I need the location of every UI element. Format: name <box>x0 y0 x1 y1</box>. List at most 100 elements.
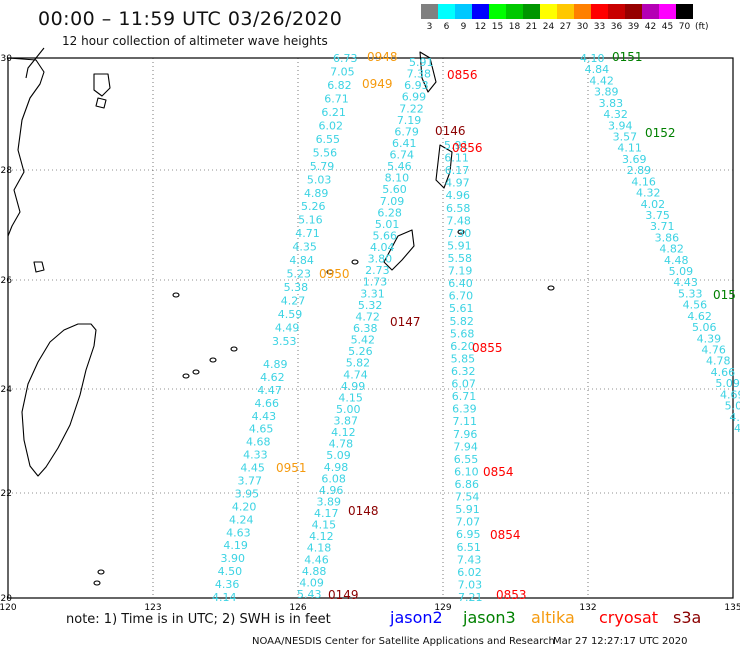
wave-height-value-jason3: 5.01 <box>725 400 740 413</box>
wave-height-value-altika: 6.71 <box>324 92 349 105</box>
wave-height-value-altika: 6.55 <box>316 133 341 146</box>
wave-height-value-altika: 4.19 <box>223 539 248 552</box>
wave-height-value-jason3: 4.16 <box>631 175 656 188</box>
wave-height-value-cryosat: 4.12 <box>331 426 356 439</box>
wave-height-value-cryosat: 4.97 <box>445 177 470 190</box>
wave-height-value-cryosat: 4.88 <box>302 565 327 578</box>
wave-height-value-cryosat: 5.32 <box>358 299 383 312</box>
wave-height-value-jason3: 4.48 <box>664 254 689 267</box>
wave-height-value-altika: 4.33 <box>243 449 268 462</box>
scale-tick-label: 45 <box>661 22 674 32</box>
wave-height-value-cryosat: 4.98 <box>324 461 349 474</box>
wave-height-value-altika: 4.24 <box>229 513 254 526</box>
wave-height-value-cryosat: 7.96 <box>453 428 478 441</box>
wave-height-value-jason3: 4.32 <box>636 187 661 200</box>
pass-time-label: 0854 <box>490 528 521 542</box>
kyushu-coast <box>419 51 437 93</box>
wave-height-value-altika: 3.95 <box>235 487 260 500</box>
longitude-tick-label: 120 <box>0 603 17 613</box>
scale-tick-label: 9 <box>460 22 467 32</box>
scale-tick-label: 27 <box>559 22 572 32</box>
wave-height-value-jason3: 4.42 <box>589 74 614 87</box>
pass-time-label: 0151 <box>612 50 643 64</box>
wave-height-value-cryosat: 5.82 <box>346 357 371 370</box>
wave-height-value-cryosat: 6.40 <box>448 277 473 290</box>
wave-height-value-altika: 4.27 <box>281 295 306 308</box>
wave-height-value-altika: 5.03 <box>307 173 332 186</box>
wave-height-value-altika: 4.20 <box>232 500 256 513</box>
wave-height-value-jason3: 3.83 <box>599 97 624 110</box>
wave-height-value-cryosat: 6.07 <box>451 378 476 391</box>
wave-height-value-cryosat: 4.74 <box>343 368 368 381</box>
wave-height-value-altika: 5.79 <box>310 160 335 173</box>
wave-height-value-cryosat: 5.66 <box>372 229 397 242</box>
amami-island <box>435 144 453 189</box>
wave-height-value-cryosat: 7.09 <box>380 195 405 208</box>
wave-height-value-cryosat: 6.28 <box>377 206 402 219</box>
wave-height-value-jason3: 3.57 <box>613 130 638 143</box>
scale-tick-label: 12 <box>474 22 487 32</box>
scale-swatch <box>642 4 659 19</box>
scale-swatch <box>557 4 574 19</box>
wave-height-value-jason3: 4.76 <box>701 344 726 357</box>
wave-height-value-jason3: 4.69 <box>720 388 740 401</box>
wave-height-value-cryosat: 5.26 <box>348 345 373 358</box>
wave-height-value-jason3: 4.78 <box>706 355 731 368</box>
map-frame <box>7 57 734 599</box>
longitude-tick-label: 129 <box>434 603 451 613</box>
latitude-tick-label: 20 <box>1 594 13 604</box>
wave-height-value-cryosat: 4.09 <box>299 576 324 589</box>
wave-height-value-jason3: 3.69 <box>622 153 647 166</box>
latitude-tick-label: 30 <box>1 54 13 64</box>
wave-height-value-cryosat: 4.12 <box>309 530 334 543</box>
wave-height-value-jason3: 4.62 <box>687 310 712 323</box>
wave-height-value-cryosat: 7.54 <box>455 491 480 504</box>
wave-height-value-cryosat: 5.01 <box>375 218 400 231</box>
wave-height-value-cryosat: 4.15 <box>338 391 363 404</box>
wave-height-value-jason3: 4.10 <box>580 52 605 65</box>
legend-cryosat: cryosat <box>599 608 659 627</box>
wave-height-value-cryosat: 4.15 <box>312 519 337 532</box>
islet <box>351 259 359 265</box>
islet <box>172 292 180 298</box>
wave-height-value-cryosat: 5.58 <box>448 252 473 265</box>
wave-height-value-cryosat: 1.73 <box>363 276 388 289</box>
wave-height-value-altika: 4.89 <box>263 358 288 371</box>
wave-height-value-cryosat: 6.17 <box>445 164 470 177</box>
wave-height-value-cryosat: 7.11 <box>453 415 478 428</box>
pass-time-label: 0152 <box>645 126 676 140</box>
wave-height-value-cryosat: 7.48 <box>446 214 471 227</box>
wave-height-value-cryosat: 4.46 <box>304 553 329 566</box>
scale-swatch <box>591 4 608 19</box>
wave-height-value-altika: 7.05 <box>330 65 355 78</box>
wave-height-value-jason3: 4.32 <box>603 108 628 121</box>
wave-height-value-cryosat: 7.19 <box>397 114 422 127</box>
wave-height-value-altika: 4.59 <box>278 308 303 321</box>
wave-height-value-cryosat: 4.96 <box>319 484 344 497</box>
generated-timestamp: Mar 27 12:27:17 UTC 2020 <box>553 636 688 647</box>
wave-height-value-cryosat: 7.30 <box>447 227 472 240</box>
wave-height-value-altika: 4.89 <box>304 187 329 200</box>
wave-height-value-jason3: 3.86 <box>655 231 680 244</box>
wave-height-value-altika: 4.47 <box>257 384 282 397</box>
wave-height-value-cryosat: 6.41 <box>392 137 417 150</box>
wave-height-value-jason3: 4.84 <box>585 63 610 76</box>
wave-height-value-cryosat: 5.60 <box>382 183 407 196</box>
scale-swatch <box>523 4 540 19</box>
legend-altika: altika <box>531 608 575 627</box>
scale-tick-label: 15 <box>491 22 504 32</box>
okinawa-island <box>383 229 415 271</box>
pass-time-label: 0856 <box>452 141 483 155</box>
wave-height-value-cryosat: 5.61 <box>449 302 474 315</box>
wave-height-value-altika: 6.21 <box>321 106 346 119</box>
wave-height-value-cryosat: 7.22 <box>399 102 424 115</box>
scale-swatch <box>608 4 625 19</box>
scale-tick-label: 6 <box>443 22 450 32</box>
wave-height-value-cryosat: 6.55 <box>454 453 479 466</box>
wave-height-value-altika: 4.14 <box>212 591 237 604</box>
scale-swatch <box>472 4 489 19</box>
wave-height-value-altika: 6.82 <box>327 79 352 92</box>
wave-height-value-jason3: 5.09 <box>669 265 694 278</box>
wave-height-value-cryosat: 5.68 <box>450 327 475 340</box>
